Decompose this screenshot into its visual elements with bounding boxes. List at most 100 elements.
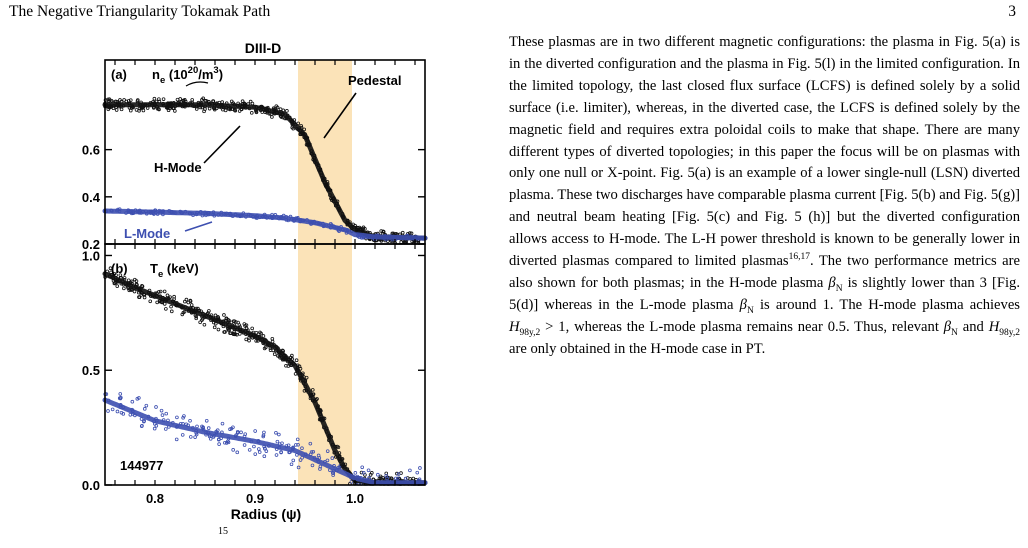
- data-point: [190, 98, 195, 102]
- data-point: [200, 424, 204, 429]
- data-point: [268, 348, 273, 352]
- data-point: [366, 468, 371, 473]
- data-point: [325, 458, 330, 463]
- data-point: [368, 473, 373, 477]
- data-point: [108, 266, 113, 271]
- h-factor-sub: 98y,2: [519, 327, 541, 338]
- data-point: [207, 106, 212, 111]
- x-axis-label: Radius (ψ): [231, 506, 301, 522]
- data-point: [242, 443, 247, 447]
- data-point: [223, 330, 227, 334]
- data-point: [274, 104, 279, 108]
- x-tick-label: 1.0: [346, 491, 364, 506]
- x-tick-label: 0.9: [246, 491, 264, 506]
- data-point: [331, 473, 335, 477]
- data-point: [189, 303, 194, 307]
- data-point: [279, 450, 283, 455]
- pedestal-pointer: [323, 92, 357, 139]
- pedestal-label: Pedestal: [348, 73, 401, 88]
- data-point: [247, 338, 251, 343]
- data-point: [254, 339, 258, 343]
- data-point: [206, 426, 211, 430]
- data-point: [262, 430, 266, 435]
- data-point: [318, 467, 322, 471]
- data-point: [270, 336, 275, 341]
- data-point: [194, 107, 199, 111]
- hmode-label: H-Mode: [154, 160, 202, 175]
- text-run: , whereas the L-mode plasma remains near…: [565, 318, 944, 335]
- data-point: [257, 447, 261, 451]
- data-point: [359, 470, 364, 475]
- y-tick-label: 0.0: [82, 478, 100, 493]
- data-point: [203, 107, 207, 111]
- data-point: [198, 320, 202, 325]
- data-point: [195, 424, 199, 429]
- data-point: [126, 278, 131, 283]
- data-point: [227, 327, 232, 332]
- data-point: [247, 448, 252, 452]
- data-point: [253, 429, 257, 433]
- beta-symbol: β: [943, 318, 952, 335]
- data-point: [408, 231, 412, 235]
- data-point: [294, 358, 299, 363]
- data-point: [164, 411, 169, 416]
- data-point: [159, 408, 164, 413]
- data-point: [180, 312, 185, 317]
- data-point: [184, 297, 189, 302]
- data-point: [261, 433, 266, 438]
- data-point: [158, 289, 163, 294]
- pedestal-band: [298, 60, 352, 485]
- data-point: [231, 319, 236, 323]
- data-point: [160, 413, 165, 417]
- data-point: [140, 423, 144, 428]
- data-point: [360, 465, 365, 470]
- data-point: [394, 476, 398, 481]
- data-point: [349, 480, 354, 484]
- lmode-pointer: [184, 221, 213, 232]
- data-point: [223, 108, 228, 113]
- data-point: [140, 284, 145, 289]
- data-point: [280, 441, 284, 446]
- data-point: [118, 396, 123, 401]
- panel-b-ylabel: Te (keV): [150, 261, 199, 280]
- data-point: [275, 439, 280, 444]
- machine-label: DIII-D: [245, 40, 282, 56]
- data-point: [224, 316, 229, 321]
- data-point: [316, 453, 321, 458]
- data-point: [182, 310, 187, 314]
- data-point: [173, 109, 177, 113]
- text-run: and: [957, 318, 989, 335]
- data-point: [237, 109, 242, 113]
- data-point: [223, 440, 227, 445]
- data-point: [203, 98, 207, 103]
- data-point: [264, 449, 269, 453]
- data-point: [415, 470, 420, 475]
- data-point: [396, 472, 401, 476]
- data-point: [148, 299, 153, 304]
- data-point: [134, 279, 139, 283]
- running-title: The Negative Triangularity Tokamak Path: [9, 3, 271, 20]
- data-point: [274, 453, 279, 457]
- data-point: [302, 127, 307, 132]
- data-point: [238, 332, 242, 336]
- data-point: [152, 426, 157, 431]
- beta-symbol: β: [739, 296, 747, 313]
- beta-symbol: β: [828, 274, 836, 291]
- data-point: [208, 437, 213, 441]
- data-point: [272, 352, 277, 356]
- data-point: [262, 346, 267, 351]
- y-tick-label: 0.2: [82, 237, 100, 252]
- beta-sub: N: [835, 283, 843, 294]
- h-factor-symbol: H: [509, 318, 520, 335]
- data-point: [235, 429, 240, 434]
- footnote-fragment: 15: [218, 526, 228, 537]
- data-point: [384, 474, 389, 478]
- data-point: [249, 111, 254, 115]
- panel-a-ylabel: ne (1020/m3): [152, 65, 223, 86]
- data-point: [396, 476, 400, 481]
- data-point: [165, 293, 170, 298]
- data-point: [248, 99, 253, 104]
- y-tick-label: 0.4: [82, 190, 101, 205]
- data-point: [154, 423, 159, 428]
- data-point: [311, 450, 316, 454]
